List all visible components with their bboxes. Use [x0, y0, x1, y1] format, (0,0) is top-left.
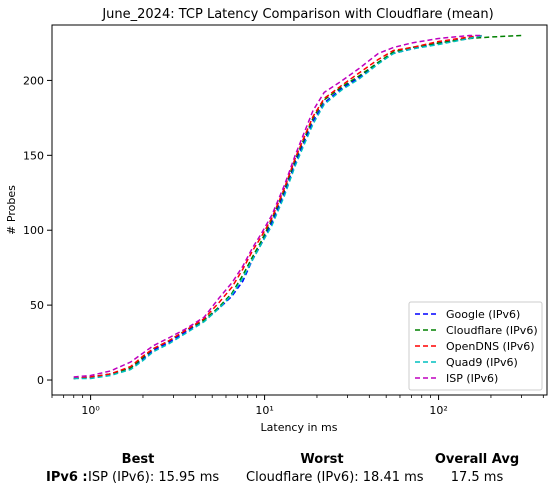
y-tick-label: 200 [23, 74, 44, 87]
summary-header-overall: Overall Avg [434, 452, 520, 467]
summary-header-worst: Worst [300, 452, 344, 467]
y-axis-label: # Probes [5, 185, 18, 235]
series-line-opendns-ipv6 [73, 34, 484, 380]
x-axis-label: Latency in ms [261, 421, 338, 434]
y-tick-label: 0 [37, 374, 44, 387]
y-tick-label: 50 [30, 299, 44, 312]
summary-overall-value: 17.5 ms [450, 470, 504, 485]
series-lines [73, 34, 522, 380]
summary-header-best: Best [121, 452, 155, 467]
legend-label: ISP (IPv6) [446, 372, 498, 385]
legend-label: Quad9 (IPv6) [446, 356, 518, 369]
x-tick-label: 10¹ [255, 404, 273, 417]
chart-title: June_2024: TCP Latency Comparison with C… [101, 7, 493, 22]
x-tick-label: 10² [429, 404, 447, 417]
legend-label: Cloudflare (IPv6) [446, 324, 538, 337]
summary-table: Best Worst Overall Avg IPv6 : ISP (IPv6)… [0, 448, 555, 494]
series-line-isp-ipv6 [73, 34, 483, 378]
plot-frame [51, 24, 548, 396]
y-tick-label: 100 [23, 224, 44, 237]
summary-worst-value: Cloudflare (IPv6): 18.41 ms [246, 470, 424, 485]
legend: Google (IPv6) Cloudflare (IPv6) OpenDNS (I… [408, 301, 543, 391]
latency-chart: June_2024: TCP Latency Comparison with C… [5, 7, 548, 434]
y-tick-label: 150 [23, 149, 44, 162]
series-line-quad9-ipv6 [73, 34, 484, 380]
legend-box [408, 301, 543, 391]
legend-label: Google (IPv6) [446, 308, 520, 321]
summary-best-value: ISP (IPv6): 15.95 ms [88, 470, 220, 485]
summary-row-label: IPv6 : [46, 470, 88, 485]
x-tick-label: 10⁰ [81, 404, 100, 417]
legend-label: OpenDNS (IPv6) [446, 340, 535, 353]
axis-ticks: 10⁰ 10¹ 10² 0 50 100 150 200 [23, 74, 544, 417]
